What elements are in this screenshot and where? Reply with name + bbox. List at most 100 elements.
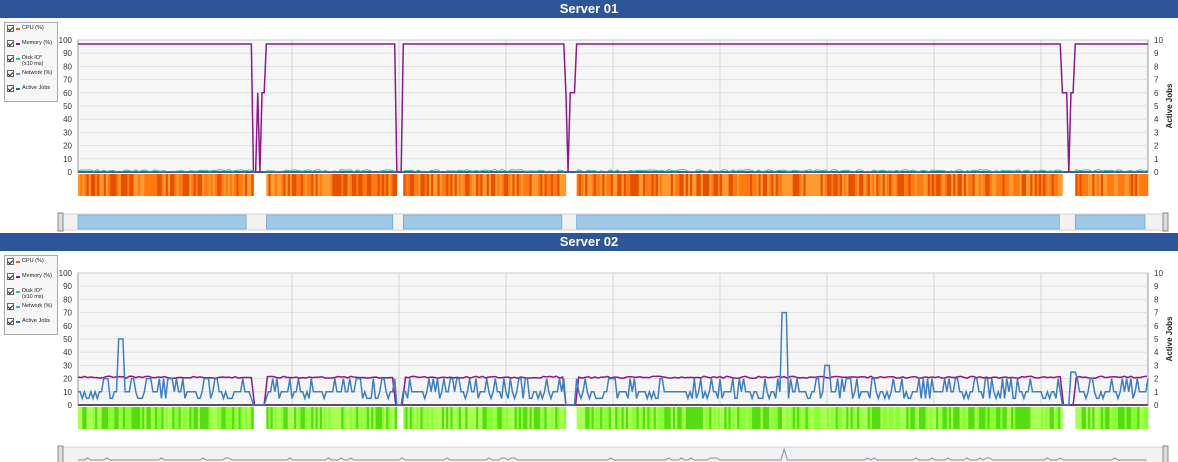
band-segment xyxy=(773,407,776,429)
legend-checkbox[interactable] xyxy=(7,55,14,62)
legend-item[interactable]: CPU (%) xyxy=(5,25,57,38)
band-segment xyxy=(632,407,635,429)
band-segment xyxy=(634,407,637,429)
band-segment xyxy=(799,407,802,429)
legend-item[interactable]: Active Jobs xyxy=(5,318,57,331)
band-segment xyxy=(287,174,291,196)
band-segment xyxy=(157,407,160,429)
band-segment xyxy=(747,407,751,429)
band-segment xyxy=(448,174,451,196)
band-segment xyxy=(486,174,490,196)
band-segment xyxy=(107,407,111,429)
band-segment xyxy=(110,174,113,196)
y2-tick-label: 4 xyxy=(1154,115,1159,124)
band-segment xyxy=(529,174,532,196)
band-segment xyxy=(1111,174,1115,196)
band-segment xyxy=(542,174,545,196)
band-segment xyxy=(112,407,115,429)
legend-checkbox[interactable] xyxy=(7,318,14,325)
band-segment xyxy=(268,174,271,196)
band-segment xyxy=(963,407,967,429)
navigator-handle-left[interactable] xyxy=(57,445,64,462)
band-segment xyxy=(1023,174,1027,196)
band-segment xyxy=(497,174,500,196)
legend-checkbox[interactable] xyxy=(7,70,14,77)
band-segment xyxy=(730,174,734,196)
band-segment xyxy=(103,174,107,196)
band-segment xyxy=(649,174,652,196)
legend-item[interactable]: Active Jobs xyxy=(5,85,57,98)
band-segment xyxy=(931,174,935,196)
band-segment xyxy=(319,174,323,196)
band-segment xyxy=(390,174,393,196)
legend-item[interactable]: Memory (%) xyxy=(5,40,57,53)
band-segment xyxy=(760,407,764,429)
band-segment xyxy=(176,174,179,196)
band-segment xyxy=(863,174,866,196)
legend-checkbox[interactable] xyxy=(7,258,14,265)
navigator-handle-right[interactable] xyxy=(1162,445,1169,462)
band-segment xyxy=(904,407,907,429)
band-segment xyxy=(1034,174,1038,196)
legend-item[interactable]: Memory (%) xyxy=(5,273,57,286)
band-segment xyxy=(390,407,393,429)
band-segment xyxy=(531,407,535,429)
band-segment xyxy=(916,407,920,429)
band-segment xyxy=(351,174,355,196)
band-segment xyxy=(657,174,661,196)
band-segment xyxy=(754,407,757,429)
band-segment xyxy=(206,407,209,429)
band-segment xyxy=(587,174,590,196)
legend-checkbox[interactable] xyxy=(7,303,14,310)
legend-item[interactable]: Network (%) xyxy=(5,70,57,83)
band-segment xyxy=(501,407,505,429)
legend-label: Active Jobs xyxy=(22,85,51,91)
band-segment xyxy=(371,174,374,196)
legend-checkbox[interactable] xyxy=(7,40,14,47)
band-segment xyxy=(797,407,800,429)
band-segment xyxy=(1128,174,1132,196)
band-segment xyxy=(274,174,278,196)
band-segment xyxy=(375,407,378,429)
band-segment xyxy=(356,407,359,429)
legend-item[interactable]: CPU (%) xyxy=(5,258,57,271)
band-segment xyxy=(1006,174,1010,196)
band-segment xyxy=(140,174,143,196)
legend-item[interactable]: Disk IO* (x10 ms) xyxy=(5,55,57,68)
band-segment xyxy=(598,407,601,429)
band-segment xyxy=(1124,407,1127,429)
legend-label: Network (%) xyxy=(22,70,53,76)
band-segment xyxy=(443,174,447,196)
band-segment xyxy=(482,407,485,429)
band-segment xyxy=(187,407,190,429)
band-segment xyxy=(987,174,990,196)
band-segment xyxy=(550,174,554,196)
legend-item[interactable]: Disk IO* (x10 ms) xyxy=(5,288,57,301)
band-segment xyxy=(520,174,524,196)
legend-checkbox[interactable] xyxy=(7,273,14,280)
band-segment xyxy=(1090,174,1093,196)
band-segment xyxy=(948,407,952,429)
legend-checkbox[interactable] xyxy=(7,288,14,295)
band-segment xyxy=(788,174,791,196)
navigator-handle-right[interactable] xyxy=(1162,212,1169,232)
band-segment xyxy=(508,407,511,429)
band-segment xyxy=(983,174,986,196)
y-tick-label: 70 xyxy=(63,309,72,318)
band-segment xyxy=(379,407,383,429)
band-segment xyxy=(700,174,704,196)
legend-checkbox[interactable] xyxy=(7,85,14,92)
band-segment xyxy=(428,174,432,196)
band-segment xyxy=(452,174,455,196)
band-segment xyxy=(491,407,494,429)
legend-checkbox[interactable] xyxy=(7,25,14,32)
band-segment xyxy=(1032,174,1035,196)
navigator-handle-left[interactable] xyxy=(57,212,64,232)
band-segment xyxy=(375,174,378,196)
band-segment xyxy=(476,407,479,429)
band-segment xyxy=(749,407,753,429)
band-segment xyxy=(197,174,201,196)
legend-item[interactable]: Network (%) xyxy=(5,303,57,316)
band-segment xyxy=(538,407,541,429)
band-segment xyxy=(306,407,310,429)
